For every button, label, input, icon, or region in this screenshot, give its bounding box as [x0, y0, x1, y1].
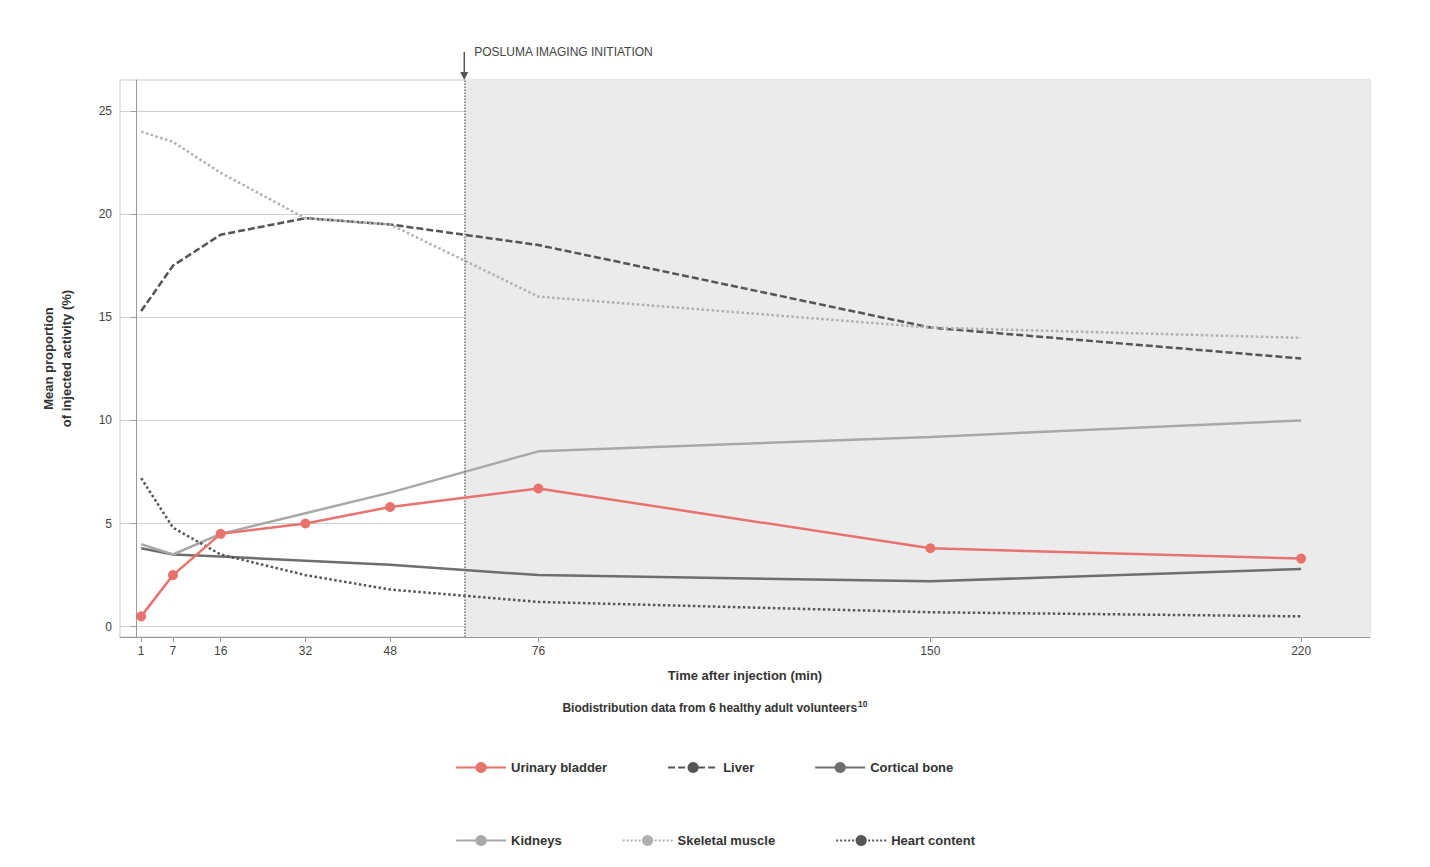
- svg-text:150: 150: [920, 644, 940, 658]
- svg-text:25: 25: [99, 104, 113, 118]
- svg-text:10: 10: [858, 699, 868, 709]
- svg-text:Liver: Liver: [723, 760, 754, 775]
- svg-text:16: 16: [214, 644, 228, 658]
- svg-text:Biodistribution data from 6 he: Biodistribution data from 6 healthy adul…: [562, 701, 857, 715]
- svg-text:5: 5: [105, 517, 112, 531]
- svg-text:POSLUMA IMAGING INITIATION: POSLUMA IMAGING INITIATION: [474, 45, 652, 59]
- svg-text:0: 0: [105, 620, 112, 634]
- svg-text:10: 10: [99, 413, 113, 427]
- svg-text:220: 220: [1291, 644, 1311, 658]
- svg-text:76: 76: [532, 644, 546, 658]
- svg-text:of injected activity (%): of injected activity (%): [59, 290, 74, 427]
- svg-text:20: 20: [99, 207, 113, 221]
- svg-text:7: 7: [170, 644, 177, 658]
- svg-text:15: 15: [99, 310, 113, 324]
- svg-text:Skeletal muscle: Skeletal muscle: [678, 833, 776, 848]
- svg-text:Heart content: Heart content: [891, 833, 975, 848]
- svg-text:Mean proportion: Mean proportion: [41, 307, 56, 410]
- svg-text:32: 32: [299, 644, 313, 658]
- svg-text:Kidneys: Kidneys: [511, 833, 562, 848]
- svg-text:Time after injection (min): Time after injection (min): [668, 668, 822, 683]
- svg-text:1: 1: [138, 644, 145, 658]
- svg-text:Cortical bone: Cortical bone: [870, 760, 953, 775]
- svg-text:48: 48: [383, 644, 397, 658]
- svg-text:Urinary bladder: Urinary bladder: [511, 760, 607, 775]
